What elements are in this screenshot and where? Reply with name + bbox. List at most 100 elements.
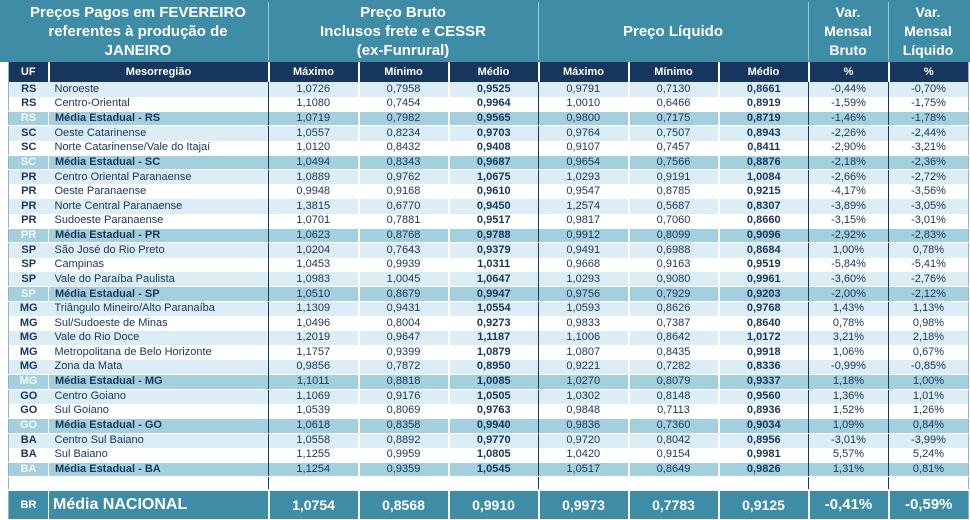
value-cell: 0,8684 bbox=[717, 242, 809, 258]
value-cell: 1,0420 bbox=[538, 447, 629, 463]
value-cell: 0,9762 bbox=[357, 169, 449, 185]
uf-cell: MG bbox=[8, 345, 49, 360]
value-cell: 0,9408 bbox=[447, 140, 539, 156]
col-header-var-gross-pct: % bbox=[807, 62, 889, 82]
value-cell: 1,3815 bbox=[268, 199, 359, 214]
value-cell: 0,9800 bbox=[538, 110, 629, 127]
value-cell: 0,9720 bbox=[538, 433, 629, 448]
value-cell: 1,0623 bbox=[268, 227, 359, 244]
value-cell: 0,9959 bbox=[357, 447, 449, 463]
table-row: SC Média Estadual - SC 1,0494 0,8343 0,9… bbox=[8, 154, 969, 171]
table-row: MG Média Estadual - MG 1,1011 0,8818 1,0… bbox=[8, 374, 969, 390]
value-cell: 0,8660 bbox=[717, 213, 809, 229]
value-cell: 0,9668 bbox=[538, 257, 629, 273]
region-cell: Sudoeste Paranaense bbox=[48, 213, 269, 229]
table-row: GO Sul Goiano 1,0539 0,8069 0,9763 0,984… bbox=[8, 403, 969, 419]
value-cell: 0,8818 bbox=[357, 374, 449, 390]
value-cell: 1,1757 bbox=[268, 345, 359, 360]
value-cell: 0,9034 bbox=[717, 417, 809, 434]
value-cell: 0,9647 bbox=[357, 330, 449, 346]
region-cell: Centro-Oriental bbox=[48, 96, 269, 112]
region-cell: Média Estadual - BA bbox=[48, 461, 269, 478]
value-cell: 0,6770 bbox=[357, 199, 449, 214]
pct-cell: -2,12% bbox=[888, 286, 969, 302]
footer-value-cell: 0,8568 bbox=[357, 488, 449, 519]
value-cell: 0,9961 bbox=[717, 272, 809, 287]
pct-cell: 1,01% bbox=[888, 389, 969, 404]
table-row: SC Norte Catarinense/Vale do Itajaí 1,01… bbox=[8, 140, 969, 156]
pct-cell: 1,06% bbox=[808, 345, 889, 360]
value-cell: 0,8432 bbox=[357, 140, 449, 156]
value-cell: 0,7566 bbox=[627, 154, 719, 171]
gross-price-line2: Inclusos frete e CESSR bbox=[320, 22, 486, 40]
value-cell: 0,9560 bbox=[717, 389, 809, 404]
pct-cell: -2,90% bbox=[808, 140, 889, 156]
value-cell: 1,0510 bbox=[268, 286, 359, 302]
pct-cell: -2,44% bbox=[888, 125, 969, 141]
pct-cell: 1,31% bbox=[808, 461, 889, 478]
value-cell: 1,0293 bbox=[538, 272, 629, 287]
value-cell: 0,9756 bbox=[538, 286, 629, 302]
value-cell: 1,0517 bbox=[538, 461, 629, 478]
value-cell: 0,9770 bbox=[447, 433, 539, 448]
value-cell: 1,0453 bbox=[268, 257, 359, 273]
value-cell: 1,0647 bbox=[447, 272, 539, 287]
report-title-line3: JANEIRO bbox=[104, 41, 172, 59]
value-cell: 1,0302 bbox=[538, 389, 629, 404]
region-cell: Sul Goiano bbox=[48, 403, 269, 419]
value-cell: 1,0494 bbox=[268, 154, 359, 171]
value-cell: 0,7130 bbox=[627, 82, 719, 97]
pct-cell: -3,15% bbox=[808, 213, 889, 229]
value-cell: 1,0545 bbox=[447, 461, 539, 478]
uf-cell: PR bbox=[8, 169, 49, 185]
value-cell: 0,8919 bbox=[717, 96, 809, 112]
pct-cell: -2,18% bbox=[808, 154, 889, 171]
uf-cell: MG bbox=[8, 330, 49, 346]
var-net-line1: Var. bbox=[915, 3, 941, 20]
pct-cell: 1,43% bbox=[808, 301, 889, 316]
header-divider bbox=[888, 2, 889, 60]
value-cell: 0,8435 bbox=[627, 345, 719, 360]
value-cell: 1,0726 bbox=[268, 82, 359, 97]
footer-value-cell: 0,9910 bbox=[447, 488, 539, 519]
col-header-gross-avg: Médio bbox=[447, 62, 539, 82]
table-row: MG Sul/Sudoeste de Minas 1,0496 0,8004 0… bbox=[8, 316, 969, 331]
value-cell: 0,9703 bbox=[447, 125, 539, 141]
value-cell: 0,9964 bbox=[447, 96, 539, 112]
table-row: PR Oeste Paranaense 0,9948 0,9168 0,9610… bbox=[8, 184, 969, 199]
value-cell: 1,2574 bbox=[538, 199, 629, 214]
table-row: BA Média Estadual - BA 1,1254 0,9359 1,0… bbox=[8, 461, 969, 478]
pct-cell: 1,36% bbox=[808, 389, 889, 404]
uf-cell: PR bbox=[8, 184, 49, 199]
monthly-var-net-header: Var. Mensal Líquido bbox=[888, 0, 968, 62]
table-row: BA Centro Sul Baiano 1,0558 0,8892 0,977… bbox=[8, 433, 969, 448]
region-cell: Média Estadual - SC bbox=[48, 154, 269, 171]
value-cell: 0,9431 bbox=[357, 301, 449, 316]
uf-cell: SP bbox=[8, 286, 49, 302]
region-cell: Média Estadual - RS bbox=[48, 110, 269, 127]
value-cell: 0,8661 bbox=[717, 82, 809, 97]
region-cell: Centro Goiano bbox=[48, 389, 269, 404]
value-cell: 0,9525 bbox=[447, 82, 539, 97]
value-cell: 1,0557 bbox=[268, 125, 359, 141]
uf-cell: BA bbox=[8, 461, 49, 478]
value-cell: 0,8876 bbox=[717, 154, 809, 171]
uf-cell: RS bbox=[8, 82, 49, 97]
value-cell: 1,0805 bbox=[447, 447, 539, 463]
value-cell: 1,0010 bbox=[538, 96, 629, 112]
footer-pct-cell: -0,59% bbox=[887, 488, 969, 519]
value-cell: 1,0045 bbox=[357, 272, 449, 287]
value-cell: 0,8148 bbox=[627, 389, 719, 404]
report-header-band: Preços Pagos em FEVEREIRO referentes à p… bbox=[0, 0, 970, 62]
price-table: UF Mesorregião Máximo Mínimo Médio Máxim… bbox=[8, 62, 969, 519]
value-cell: 0,9654 bbox=[538, 154, 629, 171]
pct-cell: -3,05% bbox=[888, 199, 969, 214]
value-cell: 0,9359 bbox=[357, 461, 449, 478]
value-cell: 0,7360 bbox=[627, 417, 719, 434]
uf-cell: MG bbox=[8, 374, 49, 390]
value-cell: 0,8679 bbox=[357, 286, 449, 302]
col-header-uf: UF bbox=[8, 62, 49, 82]
value-cell: 0,9940 bbox=[447, 417, 539, 434]
value-cell: 0,9763 bbox=[447, 403, 539, 419]
region-cell: Centro Sul Baiano bbox=[48, 433, 269, 448]
